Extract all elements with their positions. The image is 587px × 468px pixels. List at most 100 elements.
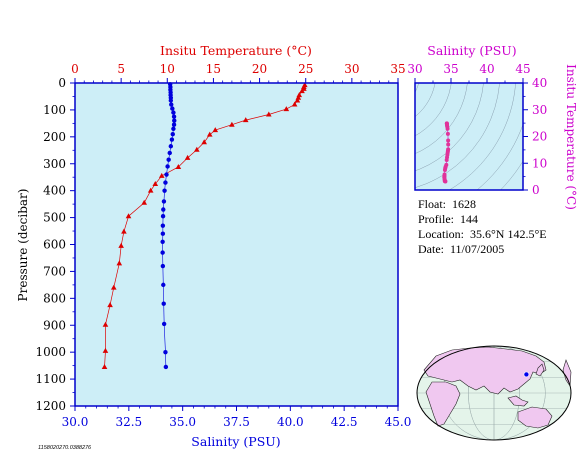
salinity-point [160, 239, 165, 245]
temperature-point [125, 213, 132, 219]
ts-temperature-tick-label: 20 [532, 130, 547, 144]
map-land-japan [535, 363, 545, 377]
salinity-point [160, 231, 166, 236]
ts-temperature-tick-label: 0 [532, 183, 540, 197]
temperature-point [283, 106, 290, 112]
salinity-tick-label: 32.5 [115, 415, 142, 429]
temperature-point [116, 260, 123, 266]
temperature-point [206, 131, 213, 137]
map-land-australia [517, 406, 553, 429]
footnote-id: 1158020270.0388276 [38, 445, 92, 451]
temperature-point [291, 101, 298, 107]
ts-salinity-tick-label: 45 [515, 62, 530, 76]
salinity-point [170, 131, 175, 137]
temperature-point [141, 199, 148, 205]
map-land-africa [425, 381, 461, 427]
pressure-tick-label: 400 [43, 184, 66, 198]
date-line: Date: 11/07/2005 [418, 242, 504, 257]
temperature-point [212, 127, 219, 133]
profile-label: Profile: [418, 212, 454, 226]
pressure-tick-label: 300 [43, 157, 66, 171]
salinity-point [160, 214, 166, 219]
ts-temperature-axis-title: Insitu Temperature (°C) [564, 64, 578, 210]
temperature-point [107, 302, 113, 308]
salinity-point [161, 199, 167, 204]
temperature-tick-label: 25 [298, 62, 313, 76]
float-location-marker [523, 371, 530, 378]
pressure-axis-title: Pressure (decibar) [16, 189, 30, 302]
profile-plot: 0 5 10 15 20 25 30 35 30.0 32.5 35.0 37.5 40.0 42.5 4… [16, 43, 411, 449]
temperature-point [184, 154, 191, 160]
salinity-point [161, 321, 167, 327]
salinity-point [161, 207, 166, 212]
temperature-point [158, 172, 165, 178]
temperature-point [152, 180, 159, 186]
temperature-tick-label: 35 [390, 62, 405, 76]
salinity-tick-label: 45.0 [385, 415, 412, 429]
pressure-tick-label: 0 [58, 76, 66, 90]
pressure-tick-label: 1200 [35, 399, 66, 413]
salinity-point [163, 180, 168, 185]
temperature-point [194, 146, 200, 152]
map-land-indonesia [507, 395, 529, 407]
salinity-point [160, 263, 166, 269]
ts-point [442, 167, 447, 172]
salinity-point [163, 349, 168, 355]
float-id-line: Float: 1628 [418, 197, 476, 212]
salinity-point [171, 122, 177, 127]
pressure-tick-label: 800 [43, 291, 66, 305]
salinity-point [166, 157, 171, 162]
ts-temperature-tick-label: 10 [532, 156, 547, 170]
temperature-point [175, 163, 182, 169]
temperature-point [118, 242, 124, 248]
salinity-point [160, 250, 165, 255]
ts-point [446, 138, 451, 143]
salinity-tick-label: 30.0 [62, 415, 89, 429]
ts-salinity-tick-label: 35 [443, 62, 458, 76]
salinity-point [161, 282, 166, 288]
salinity-point [169, 102, 174, 107]
ts-temperature-tick-label: 30 [532, 103, 547, 117]
ts-point [444, 158, 449, 163]
ts-point [445, 126, 450, 131]
salinity-point [172, 118, 177, 123]
temperature-point [121, 228, 127, 234]
temperature-tick-label: 30 [344, 62, 359, 76]
temperature-point [242, 117, 249, 123]
salinity-point [171, 114, 177, 119]
pressure-tick-label: 700 [43, 264, 66, 278]
ts-salinity-axis-title: Salinity (PSU) [427, 43, 516, 58]
temperature-tick-label: 10 [160, 62, 175, 76]
pressure-tick-label: 500 [43, 211, 66, 225]
ts-temperature-tick-label: 40 [532, 76, 547, 90]
profile-line: Profile: 144 [418, 212, 478, 227]
salinity-point [168, 98, 174, 103]
salinity-tick-label: 35.0 [169, 415, 196, 429]
temperature-point [147, 187, 154, 193]
date-label: Date: [418, 242, 444, 256]
temperature-point [102, 347, 109, 353]
ts-point [446, 142, 451, 147]
salinity-point [160, 223, 166, 228]
salinity-point [169, 137, 175, 142]
location-label: Location: [418, 227, 464, 241]
salinity-point [168, 144, 174, 149]
pressure-tick-label: 1100 [35, 372, 66, 386]
temperature-point [101, 363, 108, 369]
salinity-point [171, 126, 176, 131]
map-land-americas [562, 359, 572, 387]
salinity-axis-title: Salinity (PSU) [191, 434, 280, 449]
temperature-point [229, 121, 235, 127]
salinity-point [171, 110, 176, 115]
pressure-tick-label: 900 [43, 318, 66, 332]
pressure-tick-label: 100 [43, 103, 66, 117]
pressure-tick-label: 600 [43, 238, 66, 252]
location-map [416, 345, 572, 441]
temperature-tick-label: 5 [117, 62, 125, 76]
pressure-tick-label: 200 [43, 130, 66, 144]
salinity-point [163, 364, 169, 370]
temperature-tick-label: 20 [252, 62, 267, 76]
location-line: Location: 35.6°N 142.5°E [418, 227, 547, 242]
